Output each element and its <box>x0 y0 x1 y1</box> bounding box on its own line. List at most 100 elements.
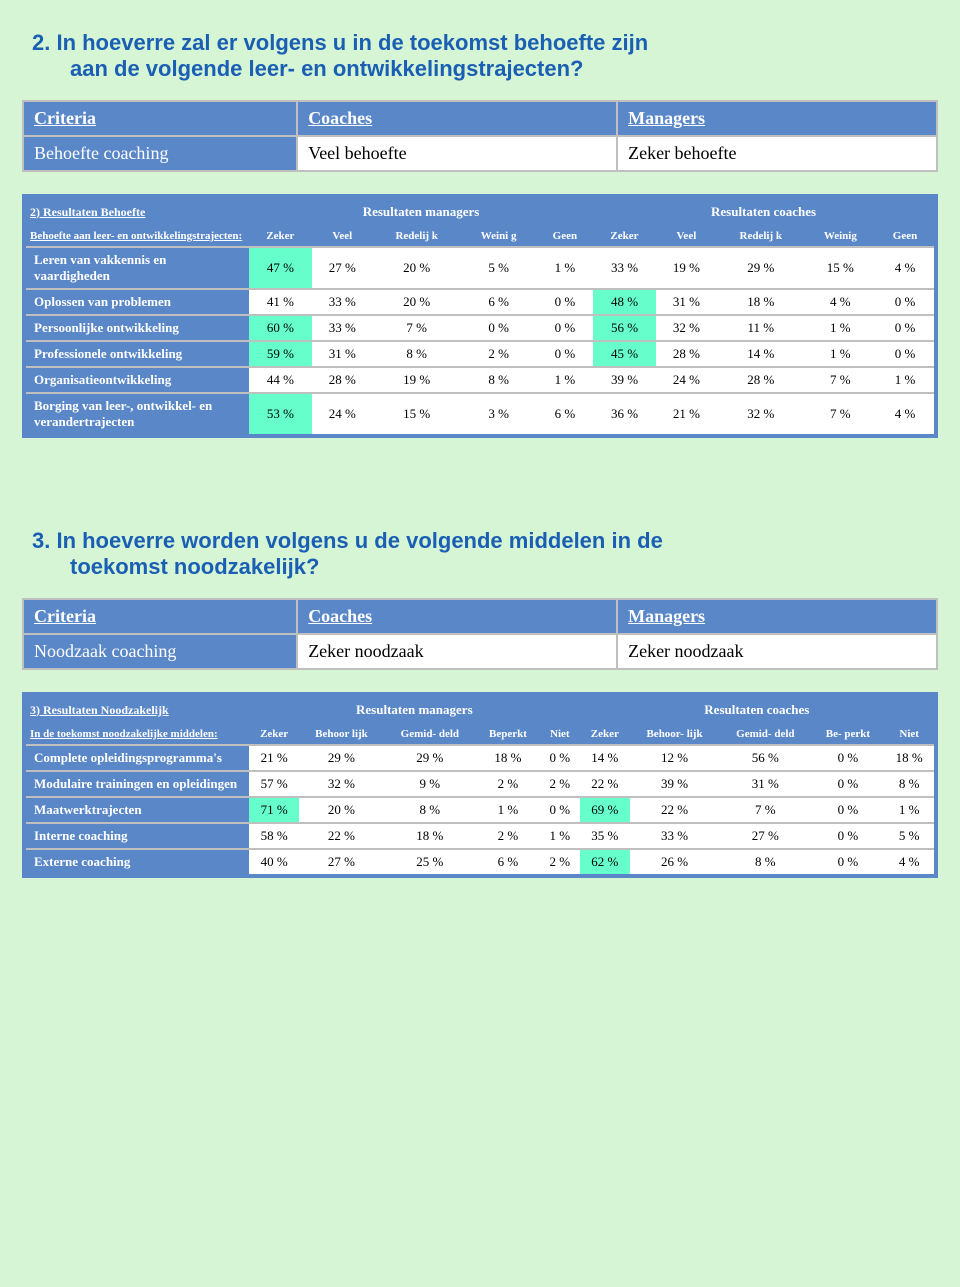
q2-col-m-2: Redelij k <box>373 226 461 247</box>
q2-row-2-c-4: 0 % <box>876 315 936 341</box>
q3-subleft: In de toekomst noodzakelijke middelen: <box>24 724 249 745</box>
q3-row-0-m-2: 29 % <box>384 745 476 771</box>
q3-row-4-label: Externe coaching <box>24 849 249 876</box>
q2-row-5-m-1: 24 % <box>312 393 373 436</box>
q2-row-2-c-0: 56 % <box>593 315 656 341</box>
q2-row-5-c-3: 7 % <box>805 393 876 436</box>
q3-col-m-3: Beperkt <box>476 724 540 745</box>
q2-col-c-4: Geen <box>876 226 936 247</box>
q3-col-c-3: Be- perkt <box>812 724 885 745</box>
q2-row-0-c-1: 19 % <box>656 247 717 289</box>
q3-row-4-c-3: 0 % <box>812 849 885 876</box>
q2-row-4-m-0: 44 % <box>249 367 312 393</box>
q3-row-2-c-1: 22 % <box>630 797 719 823</box>
q3-row-0-c-0: 14 % <box>580 745 630 771</box>
q2-row-2-m-3: 0 % <box>461 315 537 341</box>
q2-row-0: Leren van vakkennis en vaardigheden47 %2… <box>24 247 936 289</box>
q3-row-0-c-2: 56 % <box>719 745 811 771</box>
q3-row-4-m-0: 40 % <box>249 849 299 876</box>
q2-row-1-c-2: 18 % <box>717 289 805 315</box>
q2-row-1-m-2: 20 % <box>373 289 461 315</box>
q2-row-3-m-2: 8 % <box>373 341 461 367</box>
q3-row-3-m-2: 18 % <box>384 823 476 849</box>
q3-row-0-c-1: 12 % <box>630 745 719 771</box>
q2-row-1-c-4: 0 % <box>876 289 936 315</box>
q3-row-0-label: Complete opleidingsprogramma's <box>24 745 249 771</box>
q2-row-3-m-4: 0 % <box>537 341 593 367</box>
q2-row-4-label: Organisatieontwikkeling <box>24 367 249 393</box>
q3-row-2-c-3: 0 % <box>812 797 885 823</box>
q3-row-1: Modulaire trainingen en opleidingen57 %3… <box>24 771 936 797</box>
q3-row-3-m-4: 1 % <box>540 823 580 849</box>
q3-row-3-m-0: 58 % <box>249 823 299 849</box>
q2-row-3-label: Professionele ontwikkeling <box>24 341 249 367</box>
q2-row-5-c-1: 21 % <box>656 393 717 436</box>
q2-row-1-m-3: 6 % <box>461 289 537 315</box>
q2-col-c-1: Veel <box>656 226 717 247</box>
q2-coaches-header: Resultaten coaches <box>593 196 936 226</box>
q3-row-2-m-1: 20 % <box>299 797 383 823</box>
q3-row-2-c-0: 69 % <box>580 797 630 823</box>
q3-row-1-c-3: 0 % <box>812 771 885 797</box>
q2-row-5: Borging van leer-, ontwikkel- en verande… <box>24 393 936 436</box>
q2-row-4: Organisatieontwikkeling44 %28 %19 %8 %1 … <box>24 367 936 393</box>
q3-row-4-c-0: 62 % <box>580 849 630 876</box>
q2-row-2-c-3: 1 % <box>805 315 876 341</box>
q2-data-table: 2) Resultaten BehoefteResultaten manager… <box>22 194 938 438</box>
q3-row-1-m-3: 2 % <box>476 771 540 797</box>
q2-row-2-m-2: 7 % <box>373 315 461 341</box>
q2-row-3-m-3: 2 % <box>461 341 537 367</box>
q2-row-3-c-1: 28 % <box>656 341 717 367</box>
q2-row-3: Professionele ontwikkeling59 %31 %8 %2 %… <box>24 341 936 367</box>
q3-row-1-m-4: 2 % <box>540 771 580 797</box>
q3-row-1-c-4: 8 % <box>884 771 936 797</box>
q3-col-c-2: Gemid- deld <box>719 724 811 745</box>
q2-row-4-m-4: 1 % <box>537 367 593 393</box>
q3-row-1-label: Modulaire trainingen en opleidingen <box>24 771 249 797</box>
q2-row-3-m-1: 31 % <box>312 341 373 367</box>
q2-col-m-4: Geen <box>537 226 593 247</box>
q2-row-5-m-2: 15 % <box>373 393 461 436</box>
q3-row-0-c-4: 18 % <box>884 745 936 771</box>
q3-row-3-c-1: 33 % <box>630 823 719 849</box>
q3-row-4-m-1: 27 % <box>299 849 383 876</box>
q3-row-2-c-4: 1 % <box>884 797 936 823</box>
q2-crit-row-coaches: Veel behoefte <box>308 143 406 163</box>
q3-topleft: 3) Resultaten Noodzakelijk <box>24 694 249 724</box>
q2-title-line1: 2. In hoeverre zal er volgens u in de to… <box>32 30 648 55</box>
q3-col-c-0: Zeker <box>580 724 630 745</box>
q2-row-0-m-4: 1 % <box>537 247 593 289</box>
q3-col-c-4: Niet <box>884 724 936 745</box>
q3-row-1-m-0: 57 % <box>249 771 299 797</box>
q2-crit-h-criteria: Criteria <box>34 108 96 128</box>
q2-row-4-c-4: 1 % <box>876 367 936 393</box>
q2-crit-row-label: Behoefte coaching <box>34 143 168 163</box>
q3-row-4-c-1: 26 % <box>630 849 719 876</box>
q3-row-0-m-0: 21 % <box>249 745 299 771</box>
q2-row-0-c-4: 4 % <box>876 247 936 289</box>
q2-subleft: Behoefte aan leer- en ontwikkelingstraje… <box>24 226 249 247</box>
q3-row-1-m-1: 32 % <box>299 771 383 797</box>
q3-crit-row-coaches: Zeker noodzaak <box>308 641 423 661</box>
q3-row-3: Interne coaching58 %22 %18 %2 %1 %35 %33… <box>24 823 936 849</box>
q3-row-4-m-4: 2 % <box>540 849 580 876</box>
q2-crit-h-managers: Managers <box>628 108 705 128</box>
q2-row-3-c-2: 14 % <box>717 341 805 367</box>
q2-row-2-m-4: 0 % <box>537 315 593 341</box>
q2-row-5-c-2: 32 % <box>717 393 805 436</box>
q2-row-2: Persoonlijke ontwikkeling60 %33 %7 %0 %0… <box>24 315 936 341</box>
q3-crit-h-managers: Managers <box>628 606 705 626</box>
q2-row-1: Oplossen van problemen41 %33 %20 %6 %0 %… <box>24 289 936 315</box>
q3-title-line2: toekomst noodzakelijk? <box>32 554 938 580</box>
q2-managers-header: Resultaten managers <box>249 196 593 226</box>
q2-row-5-m-3: 3 % <box>461 393 537 436</box>
q3-crit-h-coaches: Coaches <box>308 606 372 626</box>
q3-coaches-header: Resultaten coaches <box>580 694 936 724</box>
q3-row-3-m-3: 2 % <box>476 823 540 849</box>
q3-row-0-c-3: 0 % <box>812 745 885 771</box>
q3-col-m-1: Behoor lijk <box>299 724 383 745</box>
q2-col-m-1: Veel <box>312 226 373 247</box>
q3-row-1-m-2: 9 % <box>384 771 476 797</box>
q2-row-4-m-3: 8 % <box>461 367 537 393</box>
q2-row-0-label: Leren van vakkennis en vaardigheden <box>24 247 249 289</box>
